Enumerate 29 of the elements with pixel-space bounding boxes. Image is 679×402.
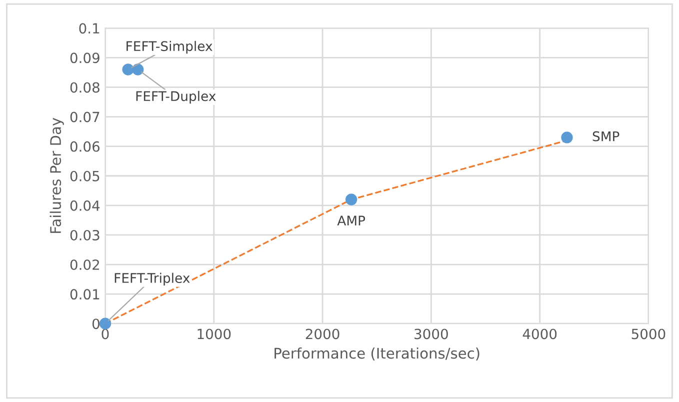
x-tick-label: 5000	[632, 328, 666, 340]
point	[122, 64, 134, 76]
y-tick-label: 0.1	[79, 23, 100, 34]
y-tick-label: 0.09	[70, 52, 100, 64]
point	[561, 132, 573, 144]
y-tick-label: 0.04	[70, 200, 100, 211]
annotation: FEFT-Triplex	[114, 272, 190, 286]
x-tick-label: 0	[102, 328, 109, 340]
y-tick-label: 0.06	[70, 141, 100, 152]
y-tick-label: 0.02	[70, 259, 99, 270]
x-tick-label: 4000	[522, 328, 557, 340]
x-axis-title: Performance (Iterations/sec)	[274, 347, 480, 360]
annotation: AMP	[337, 216, 366, 226]
x-tick-label: 3000	[414, 328, 448, 340]
y-axis-title: Failures Per Day	[50, 118, 64, 233]
x-tick-label: 1000	[198, 328, 231, 340]
point	[99, 318, 112, 330]
annotation: FEFT-Duplex	[136, 90, 216, 104]
annotation: FEFT-Simplex	[126, 40, 212, 54]
y-tick-label: 0.08	[70, 82, 100, 93]
annotation: SMP	[592, 131, 620, 142]
point	[132, 64, 144, 76]
y-tick-label: 0.01	[70, 289, 100, 300]
y-tick-label: 0.03	[70, 230, 100, 240]
x-tick-label: 2000	[306, 328, 340, 340]
y-tick-label: 0	[92, 318, 100, 330]
point	[345, 194, 358, 206]
y-tick-label: 0.05	[70, 170, 100, 182]
y-tick-label: 0.07	[70, 112, 100, 122]
